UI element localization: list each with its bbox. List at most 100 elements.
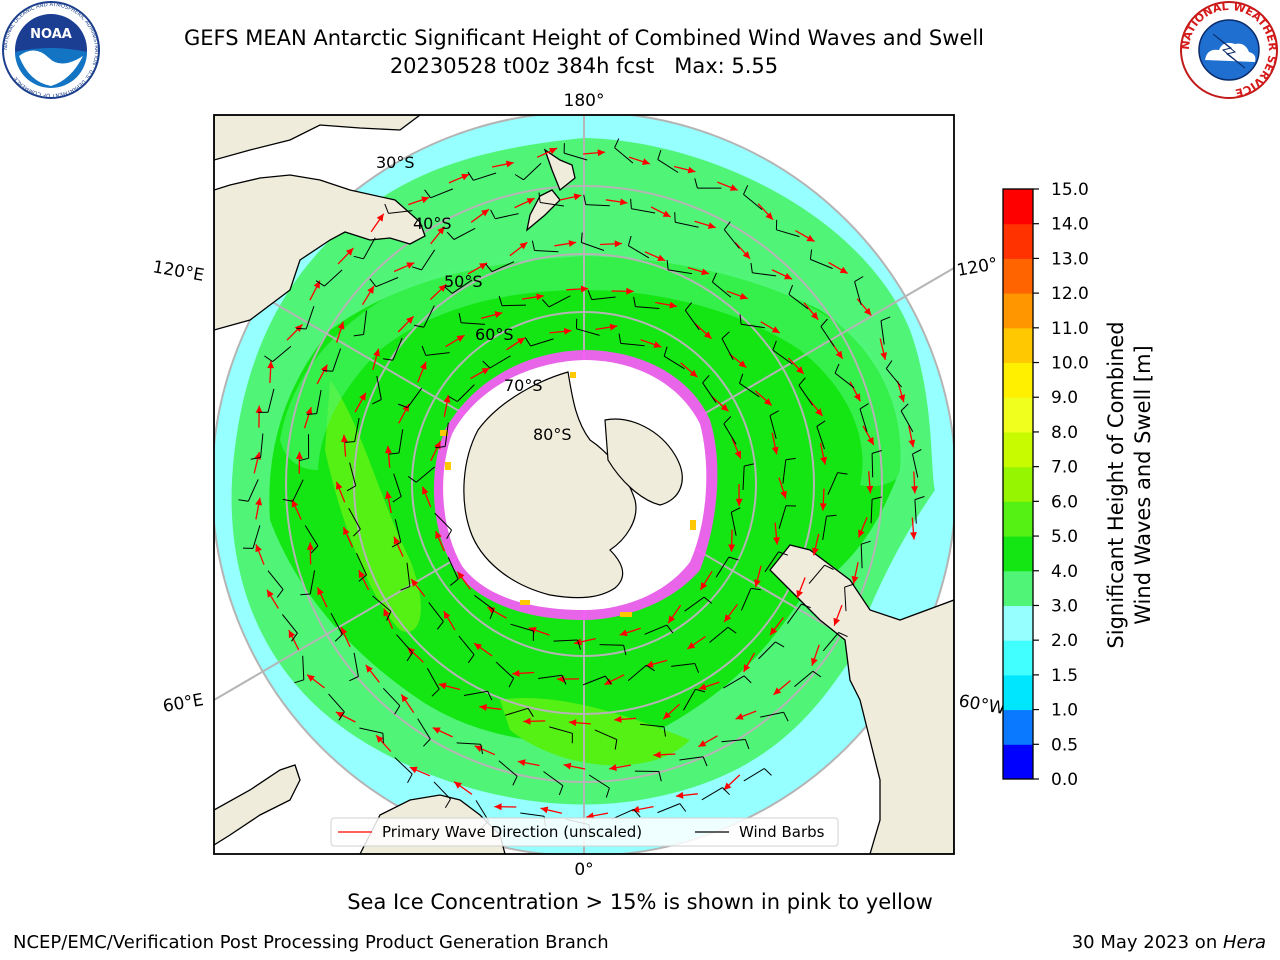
wave-arrow-head [663,711,671,720]
wind-barb-flag [444,286,453,294]
wave-arrow-head [438,284,447,292]
wave-arrow-head [657,254,666,261]
wind-barb-flag [467,171,474,181]
wind-barb-staff [292,479,304,502]
wind-barb-staff [363,237,376,260]
colorbar-tick-label: 13.0 [1051,249,1089,269]
wind-barb-staff [712,281,732,298]
wind-barb-flag [322,370,333,372]
wave-arrow-head [367,285,374,294]
wind-barb-flag [276,589,284,598]
wave-arrow-head [698,740,707,747]
wind-barb-staff [356,552,367,576]
wind-barb-staff [798,385,813,406]
wind-barb-staff [549,726,573,734]
wind-barb-flag [880,316,891,322]
wave-arrow-head [376,213,384,222]
wind-barb-flag [871,450,882,454]
nws-logo: NATIONAL WEATHER SERVICE [1179,0,1279,99]
wind-barb-staff [668,269,692,275]
wind-barb-flag [382,733,384,744]
wave-arrow-head [255,405,263,413]
wind-barb-staff [332,348,342,372]
wind-barb-flag [778,551,789,556]
wind-barb-staff [723,423,737,445]
wind-barb-flag [489,609,495,620]
wind-barb-staff [473,172,497,181]
wave-arrow-head [707,222,716,229]
wave-arrow-head [432,727,441,734]
wind-barb-staff [461,322,486,325]
wind-barb-flag [344,441,355,443]
wind-barb-staff [563,152,588,161]
wind-barb-flag [431,688,440,697]
wave-arrow-head [512,669,520,677]
wind-barb-flag [490,209,496,219]
wind-barb-flag [739,373,744,384]
wind-barb-flag [657,149,662,160]
wave-arrow-head [820,456,827,465]
wind-barb-flag [406,652,413,662]
wind-barb-flag [731,507,741,513]
colorbar-band [1003,605,1033,641]
wave-arrow-head [523,717,531,725]
wave-arrow-head [454,781,462,789]
wind-barb-staff [463,690,488,696]
wave-arrow-head [457,571,465,580]
colorbar: 0.0 0.5 1.0 1.5 2.0 3.0 4.0 5.0 6.0 7.0 8.0 9.0 10.0… [1002,180,1155,790]
wind-barb-flag [788,284,794,295]
wind-barb-staff [776,229,800,238]
wave-arrow-head [335,712,344,719]
wave-arrow-head [724,614,732,622]
wind-barb-staff [447,557,459,580]
wave-arrow-head [540,806,549,814]
wave-arrow-head [479,704,487,711]
wave-arrow-head [739,292,748,300]
colorbar-band [1003,189,1033,225]
wave-arrow-head [340,626,348,635]
wind-barb-staff [620,342,645,347]
wind-barb-flag [605,787,610,798]
chart-title: GEFS MEAN Antarctic Significant Height o… [183,26,985,50]
wave-arrow-head [563,762,572,770]
wave-arrow-head [568,719,577,727]
wind-barbs [238,138,925,835]
wave-arrow-head [401,694,409,703]
wind-barb-staff [822,516,827,540]
wind-barb-flag [541,299,550,308]
wave-arrow-head [337,321,345,330]
wind-barb-staff [498,760,518,777]
wind-barb-flag [449,578,459,586]
wind-barb-staff [491,261,515,273]
wind-barb-flag [744,739,750,750]
chart-subtitle-run-info: 20230528 t00z 384h fcst Max: 5.55 [389,54,779,78]
wind-barb-flag [423,738,431,747]
wind-barb-flag [250,457,261,460]
wave-arrow-head [796,590,803,598]
lat-label-80s: 80°S [533,425,572,444]
wind-barb-staff [330,612,343,635]
wind-barb-flag [630,198,632,209]
wind-barb-staff [709,626,729,643]
lon-label-180: 180° [564,91,605,111]
wind-barb-flag [775,641,785,648]
wave-arrow-head [295,451,303,459]
colorbar-tick-label: 11.0 [1051,319,1089,339]
wind-barb-staff [388,210,413,214]
wind-barb-flag [388,452,400,455]
wind-barb-staff [582,675,606,686]
wind-barb-staff [538,674,563,679]
wind-barb-staff [489,355,511,369]
wind-barb-staff [644,624,667,635]
wave-arrow-head [365,664,373,673]
wind-barb-flag [837,472,848,475]
wind-barb-staff [394,757,413,775]
wind-barb-flag [684,302,693,311]
wind-barb-flag [487,690,493,701]
wind-barb-staff [396,634,413,654]
wind-barb-flag [407,773,413,784]
colorbar-tick-label: 5.0 [1051,527,1078,547]
wave-arrow-head [438,682,447,690]
wind-barb-flag [391,541,402,548]
